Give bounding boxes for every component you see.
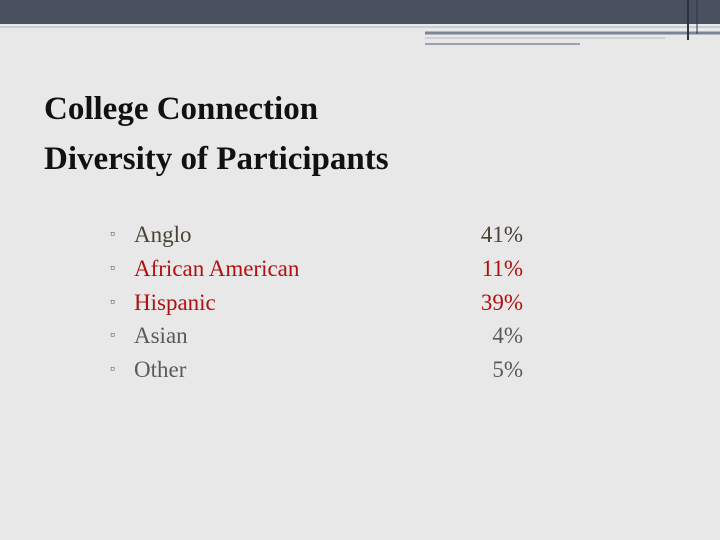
item-label: Hispanic: [134, 289, 216, 315]
slide-title: College Connection Diversity of Particip…: [44, 84, 389, 184]
item-value: 5%: [492, 357, 523, 383]
item-label: African American: [134, 255, 300, 281]
item-value: 4%: [492, 323, 523, 349]
item-value: 39%: [480, 289, 523, 315]
item-label: Anglo: [134, 222, 192, 247]
bullet: ▫: [110, 294, 115, 310]
list-item: ▫ Asian 4%: [0, 319, 720, 353]
item-value: 11%: [481, 255, 523, 281]
list-item: ▫ Anglo 41%: [0, 218, 720, 252]
bullet: ▫: [110, 328, 115, 344]
list-item: ▫ African American 11%: [0, 252, 720, 286]
decoration: [0, 0, 720, 45]
bullet: ▫: [110, 227, 115, 242]
bullet: ▫: [110, 362, 115, 378]
item-label: Other: [134, 357, 187, 383]
item-label: Asian: [134, 323, 188, 349]
bullet: ▫: [110, 260, 115, 276]
title-line: College Connection: [44, 91, 319, 127]
title-line: Diversity of Participants: [44, 141, 389, 177]
list-item: ▫ Hispanic 39%: [0, 286, 720, 320]
top-band: [0, 0, 720, 24]
item-value: 41%: [480, 222, 523, 247]
list-item: ▫ Other 5%: [0, 353, 720, 387]
